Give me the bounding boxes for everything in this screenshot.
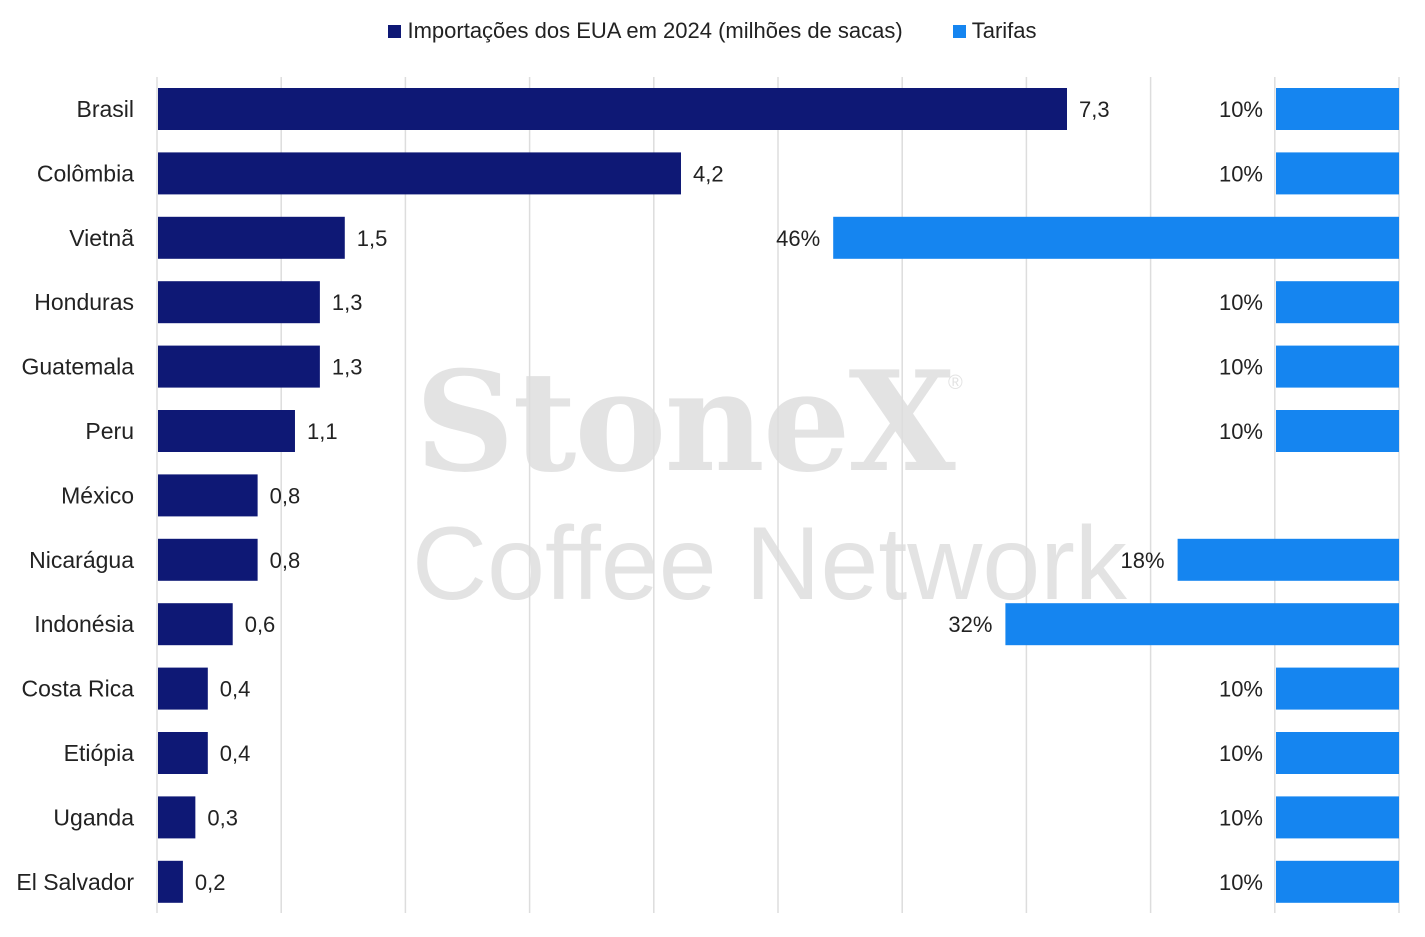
category-label: Vietnã	[69, 225, 134, 251]
tariff-bar	[1005, 603, 1399, 646]
tariff-bar	[1276, 345, 1399, 388]
grid-lines	[156, 77, 1400, 913]
imports-bar	[158, 474, 258, 517]
imports-bar	[158, 732, 208, 774]
imports-bar	[158, 603, 233, 646]
category-label: Uganda	[53, 804, 134, 830]
tariff-bar	[1276, 667, 1399, 710]
category-label: Honduras	[34, 289, 134, 315]
tariff-data-label: 10%	[1219, 161, 1263, 186]
tariff-bar	[1177, 538, 1399, 581]
category-label: Peru	[85, 418, 134, 444]
legend-item-tariffs: Tarifas	[952, 18, 1037, 44]
tariff-bar	[1276, 410, 1399, 452]
category-label: Indonésia	[34, 611, 134, 637]
imports-data-label: 0,8	[270, 548, 301, 573]
imports-bar	[158, 216, 345, 259]
legend-swatch-tariffs	[952, 24, 966, 38]
imports-bar	[158, 410, 295, 452]
imports-series: 7,3 4,2 1,5 1,3 1,3 1,1 0,8 0,8 0,6 0,4 0,4 0,3 0,2	[158, 88, 1110, 903]
imports-data-label: 0,4	[220, 677, 251, 702]
category-label: México	[61, 482, 134, 508]
tariff-data-label: 10%	[1219, 419, 1263, 444]
category-label: Colômbia	[37, 160, 134, 186]
legend-item-imports: Importações dos EUA em 2024 (milhões de …	[388, 18, 903, 44]
imports-data-label: 0,6	[245, 612, 276, 637]
tariff-bar	[833, 216, 1399, 259]
tariff-data-label: 10%	[1219, 290, 1263, 315]
tariff-bar	[1276, 796, 1399, 839]
imports-data-label: 7,3	[1079, 97, 1110, 122]
imports-bar	[158, 667, 208, 710]
imports-data-label: 1,1	[307, 419, 338, 444]
category-label: Nicarágua	[29, 547, 134, 573]
imports-bar	[158, 538, 258, 581]
imports-data-label: 4,2	[693, 161, 724, 186]
category-labels: Brasil Colômbia Vietnã Honduras Guatemala Per…	[16, 96, 134, 895]
tariff-data-label: 10%	[1219, 870, 1263, 895]
tariff-data-label: 10%	[1219, 97, 1263, 122]
category-label: Brasil	[76, 96, 134, 122]
imports-bar	[158, 796, 196, 839]
category-label: Costa Rica	[22, 676, 135, 702]
imports-data-label: 0,2	[195, 870, 226, 895]
imports-bar	[158, 860, 183, 903]
tariff-data-label: 10%	[1219, 805, 1263, 830]
legend-swatch-imports	[388, 24, 402, 38]
imports-data-label: 0,3	[207, 805, 238, 830]
tariff-bar	[1276, 88, 1399, 130]
imports-bar	[158, 281, 320, 324]
tariff-data-label: 10%	[1219, 355, 1263, 380]
tariff-bar	[1276, 860, 1399, 903]
category-label: Guatemala	[21, 354, 134, 380]
tariff-data-label: 10%	[1219, 741, 1263, 766]
imports-data-label: 0,8	[270, 483, 301, 508]
tariff-data-label: 32%	[948, 612, 992, 637]
legend-label-tariffs: Tarifas	[971, 18, 1037, 43]
tariff-bar	[1276, 152, 1399, 195]
imports-data-label: 1,3	[332, 355, 363, 380]
legend: Importações dos EUA em 2024 (milhões de …	[0, 18, 1425, 44]
tariffs-series: 10% 10% 46% 10% 10% 10% 18% 32% 10% 10% 10% 10%	[776, 88, 1399, 903]
category-label: El Salvador	[16, 869, 134, 895]
tariff-data-label: 10%	[1219, 677, 1263, 702]
category-label: Etiópia	[64, 740, 135, 766]
imports-data-label: 1,3	[332, 290, 363, 315]
tariff-data-label: 46%	[776, 226, 820, 251]
imports-bar	[158, 88, 1067, 130]
imports-bar	[158, 152, 681, 195]
tariff-data-label: 18%	[1121, 548, 1165, 573]
imports-data-label: 0,4	[220, 741, 251, 766]
tariff-bar	[1276, 281, 1399, 324]
imports-bar	[158, 345, 320, 388]
imports-data-label: 1,5	[357, 226, 388, 251]
legend-label-imports: Importações dos EUA em 2024 (milhões de …	[407, 18, 903, 43]
tariff-bar	[1276, 732, 1399, 774]
